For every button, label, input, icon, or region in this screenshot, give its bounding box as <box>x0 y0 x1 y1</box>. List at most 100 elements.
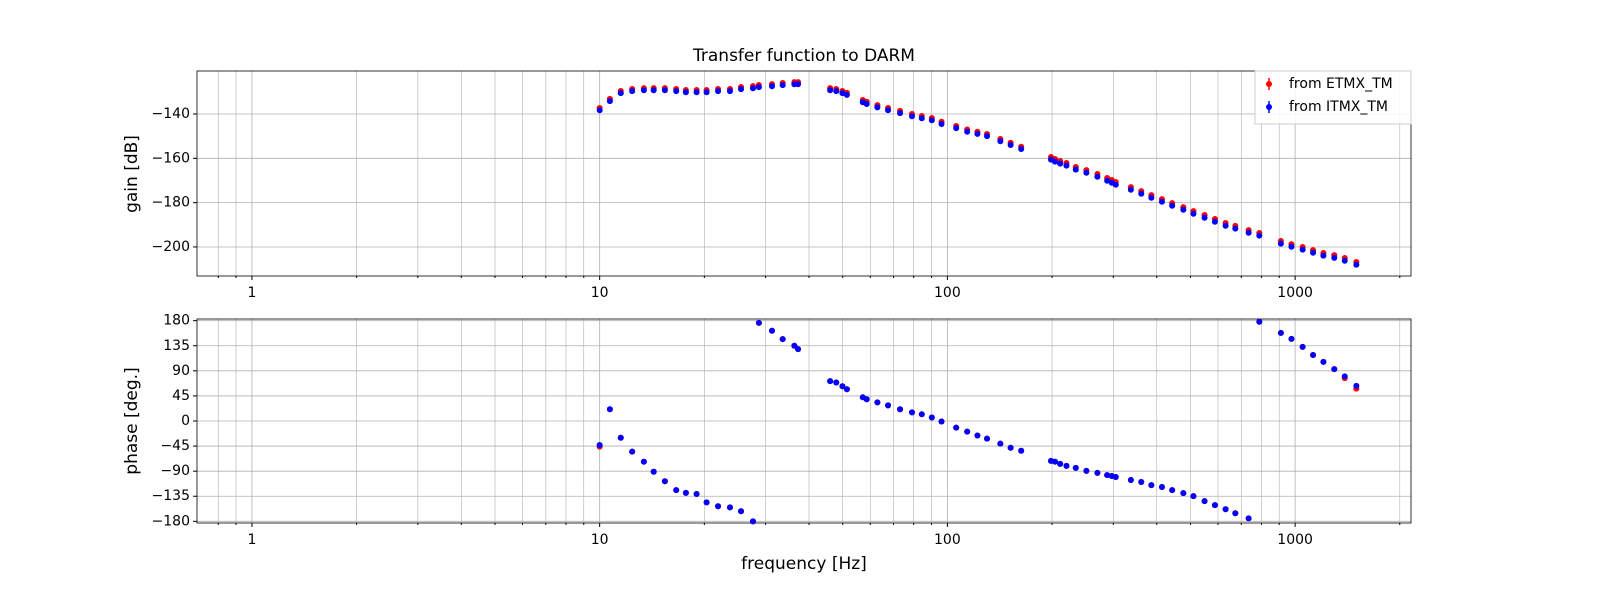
data-point <box>908 113 915 120</box>
x-tick-label: 100 <box>934 285 961 301</box>
data-point <box>1018 447 1025 454</box>
data-point <box>726 504 733 511</box>
data-point <box>1190 210 1197 217</box>
data-point <box>908 409 915 416</box>
data-point <box>885 107 892 114</box>
data-point <box>738 86 745 93</box>
data-point <box>755 84 762 91</box>
y-tick-label: −180 <box>152 195 190 211</box>
data-point <box>1138 190 1145 197</box>
data-point <box>1299 343 1306 350</box>
legend-label: from ETMX_TM <box>1289 76 1393 92</box>
data-point <box>1341 257 1348 264</box>
data-point <box>1052 458 1059 465</box>
x-tick-label: 100 <box>934 532 961 548</box>
x-tick-label: 10 <box>591 532 609 548</box>
data-point <box>673 88 680 95</box>
axes-frame <box>196 70 1412 277</box>
data-point <box>1169 487 1176 494</box>
data-point <box>953 424 960 431</box>
data-point <box>1127 476 1134 483</box>
data-point <box>863 396 870 403</box>
data-point <box>1180 206 1187 213</box>
y-tick-label: −90 <box>160 463 190 479</box>
data-point <box>749 518 756 525</box>
data-point <box>1052 158 1059 165</box>
data-point <box>918 411 925 418</box>
data-point <box>843 91 850 98</box>
data-point <box>918 115 925 122</box>
data-point <box>1201 214 1208 221</box>
legend-box <box>1254 70 1412 125</box>
data-point <box>1353 261 1360 268</box>
y-tick-label: −135 <box>152 488 190 504</box>
data-point <box>984 133 991 140</box>
data-point <box>997 440 1004 447</box>
legend-swatch <box>1266 81 1272 87</box>
data-point <box>640 87 647 94</box>
data-point <box>755 319 762 326</box>
y-tick-label: 0 <box>181 413 190 429</box>
data-point <box>833 379 840 386</box>
y-tick-label: −160 <box>152 150 190 166</box>
data-point <box>1256 318 1263 325</box>
y-tick-label: 90 <box>172 363 190 379</box>
data-point <box>1007 142 1014 149</box>
data-point <box>897 110 904 117</box>
data-point <box>703 499 710 506</box>
data-point <box>885 402 892 409</box>
data-point <box>863 101 870 108</box>
data-point <box>749 85 756 92</box>
data-point <box>1245 515 1252 522</box>
y-tick-label: 180 <box>163 313 190 329</box>
x-tick-label: 1000 <box>1277 285 1313 301</box>
data-point <box>827 378 834 385</box>
data-point <box>953 125 960 132</box>
data-point <box>1138 478 1145 485</box>
x-tick-label: 1000 <box>1277 532 1313 548</box>
data-point <box>617 434 624 441</box>
data-point <box>629 88 636 95</box>
y-axis-label: gain [dB] <box>122 135 142 213</box>
data-point <box>938 120 945 127</box>
data-point <box>640 458 647 465</box>
data-point <box>715 503 722 510</box>
data-point <box>839 383 846 390</box>
data-point <box>1331 366 1338 373</box>
data-point <box>928 414 935 421</box>
data-point <box>1158 484 1165 491</box>
data-point <box>606 406 613 413</box>
data-point <box>974 130 981 137</box>
data-point <box>596 107 603 114</box>
data-point <box>833 88 840 95</box>
data-point <box>1057 460 1064 467</box>
data-point <box>661 87 668 94</box>
data-point <box>682 89 689 96</box>
data-point <box>1320 358 1327 365</box>
data-point <box>1288 335 1295 342</box>
data-point <box>682 489 689 496</box>
data-point <box>1104 177 1111 184</box>
y-tick-label: −200 <box>152 239 190 255</box>
legend-swatch <box>1266 104 1272 110</box>
data-point <box>843 386 850 393</box>
data-point <box>964 428 971 435</box>
data-point <box>1180 490 1187 497</box>
data-point <box>1112 473 1119 480</box>
data-point <box>1341 373 1348 380</box>
data-point <box>1063 162 1070 169</box>
data-point <box>1310 351 1317 358</box>
data-point <box>1018 146 1025 153</box>
data-point <box>738 508 745 515</box>
data-point <box>1063 462 1070 469</box>
data-point <box>997 138 1004 145</box>
data-point <box>1112 181 1119 188</box>
data-point <box>928 117 935 124</box>
data-point <box>1190 493 1197 500</box>
data-point <box>964 128 971 135</box>
data-point <box>617 90 624 97</box>
data-point <box>874 399 881 406</box>
data-point <box>1211 502 1218 509</box>
